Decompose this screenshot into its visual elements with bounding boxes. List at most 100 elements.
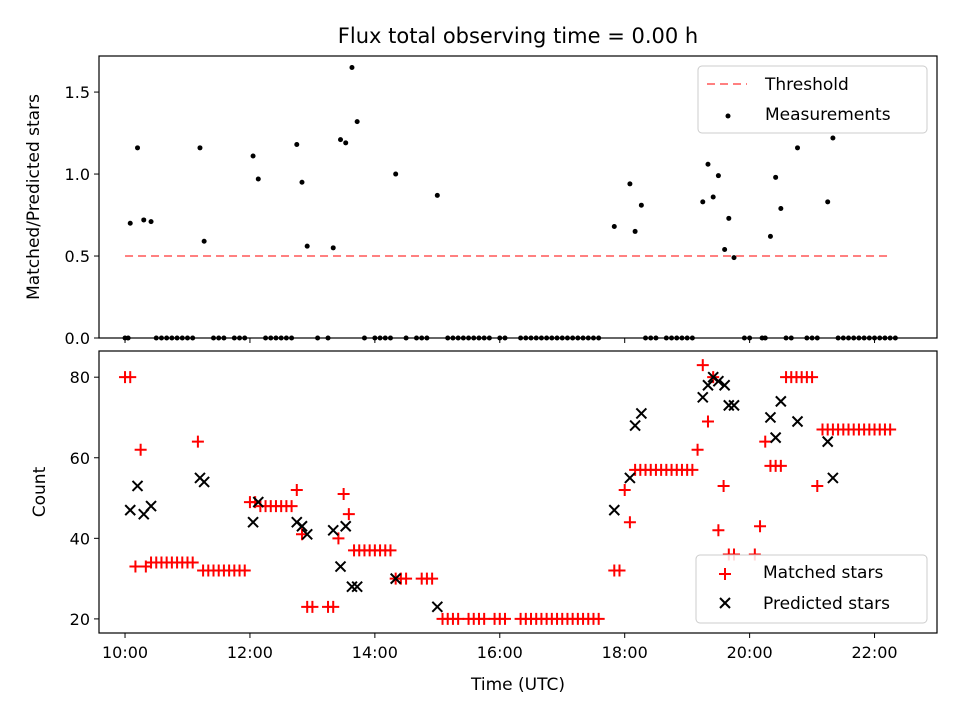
predicted-star-point	[635, 407, 648, 420]
bottom-y-axis-label: Count	[30, 466, 50, 517]
matched-star-point	[806, 371, 819, 384]
top-y-ticks: 0.0 0.5 1.0 1.5	[65, 83, 99, 348]
matched-star-point	[613, 564, 626, 577]
measurement-point	[135, 145, 141, 151]
measurement-point	[304, 243, 310, 249]
top-legend-box	[697, 65, 928, 134]
matched-star-point	[400, 572, 413, 585]
bottom-plot-area	[119, 359, 897, 625]
measurement-point	[705, 161, 711, 167]
matched-star-point	[478, 612, 491, 625]
matched-star-point	[811, 479, 824, 492]
measurement-point	[722, 246, 728, 252]
matched-star-point	[498, 612, 511, 625]
matched-star-point	[238, 564, 251, 577]
legend-measurements-swatch	[725, 113, 731, 119]
y-tick-label: 40	[70, 529, 90, 548]
x-tick-label: 16:00	[477, 643, 523, 662]
y-tick-label: 0.0	[65, 329, 90, 348]
measurement-point	[141, 217, 147, 223]
predicted-star-point	[124, 504, 136, 516]
x-tick-label: 14:00	[352, 643, 398, 662]
measurement-point	[715, 173, 721, 179]
top-axes: 0.0 0.5 1.0 1.5 Matched/Predicted stars Thr…	[24, 55, 938, 348]
matched-star-point	[134, 443, 147, 456]
bottom-legend-box	[695, 554, 928, 624]
matched-star-point	[712, 524, 725, 537]
measurement-point	[830, 135, 836, 141]
measurement-point	[638, 202, 644, 208]
predicted-star-point	[629, 419, 641, 432]
predicted-star-point	[431, 601, 444, 613]
measurement-point	[250, 153, 256, 159]
matched-star-point	[623, 516, 636, 529]
matched-star-point	[754, 520, 767, 533]
legend-matched-swatch	[719, 568, 731, 580]
measurement-point	[767, 233, 773, 239]
matched-star-point	[290, 483, 303, 496]
x-tick-label: 18:00	[602, 643, 648, 662]
matched-star-point	[701, 415, 714, 428]
predicted-star-point	[712, 375, 725, 387]
measurement-point	[354, 119, 360, 125]
top-axes-frame	[98, 55, 938, 339]
legend-matched-label: Matched stars	[763, 563, 883, 583]
measurement-point	[778, 205, 784, 211]
matched-star-point	[686, 463, 699, 476]
predicted-star-point	[821, 435, 834, 448]
matched-star-point	[884, 423, 897, 436]
x-tick-label: 22:00	[851, 643, 897, 662]
predicted-star-point	[334, 560, 347, 573]
measurement-point	[731, 255, 737, 261]
matched-star-point	[342, 508, 355, 521]
matched-star-point	[129, 560, 142, 573]
predicted-star-point	[252, 496, 264, 508]
measurement-point	[773, 174, 779, 180]
matched-star-point	[618, 483, 631, 496]
legend-predicted-label: Predicted stars	[763, 594, 890, 614]
predicted-star-point	[791, 415, 804, 428]
measurement-point	[632, 228, 638, 234]
measurement-point	[343, 140, 349, 146]
predicted-star-point	[351, 580, 363, 593]
matched-star-point	[717, 479, 730, 492]
matched-star-point	[337, 488, 350, 501]
bottom-x-ticks: 10:00 12:00 14:00 16:00 18:00 20:00 22:00	[102, 633, 898, 662]
predicted-star-point	[247, 516, 259, 528]
predicted-star-point	[697, 391, 709, 404]
predicted-star-point	[624, 472, 636, 484]
predicted-star-point	[723, 399, 735, 412]
matched-star-point	[306, 600, 319, 613]
matched-star-point	[186, 556, 199, 569]
bottom-y-ticks: 20 40 60 80	[70, 368, 99, 629]
y-tick-label: 0.5	[65, 247, 90, 266]
matched-star-point	[426, 572, 439, 585]
x-tick-label: 10:00	[102, 643, 148, 662]
top-x-ticks	[124, 338, 876, 343]
predicted-star-point	[608, 504, 620, 516]
matched-star-point	[696, 359, 709, 372]
legend-threshold-label: Threshold	[764, 75, 849, 95]
matched-star-point	[452, 612, 465, 625]
measurement-point	[611, 224, 617, 230]
predicted-star-point	[340, 520, 352, 532]
top-y-axis-label: Matched/Predicted stars	[24, 94, 44, 300]
measurement-point	[726, 215, 732, 221]
predicted-star-point	[728, 399, 740, 412]
measurement-point	[393, 171, 399, 177]
x-tick-label: 12:00	[227, 643, 273, 662]
y-tick-label: 60	[70, 449, 90, 468]
matched-star-point	[327, 600, 340, 613]
legend-predicted-swatch	[719, 597, 731, 609]
measurement-point	[349, 64, 355, 70]
measurement-point	[330, 245, 336, 251]
x-axis-label: Time (UTC)	[470, 675, 565, 695]
measurement-point	[197, 145, 203, 151]
predicted-star-point	[718, 379, 731, 391]
measurement-point	[299, 179, 305, 185]
y-tick-label: 1.0	[65, 165, 90, 184]
measurement-point	[795, 145, 801, 151]
measurement-point	[255, 176, 261, 182]
measurement-point	[338, 137, 344, 143]
measurement-point	[825, 199, 831, 205]
